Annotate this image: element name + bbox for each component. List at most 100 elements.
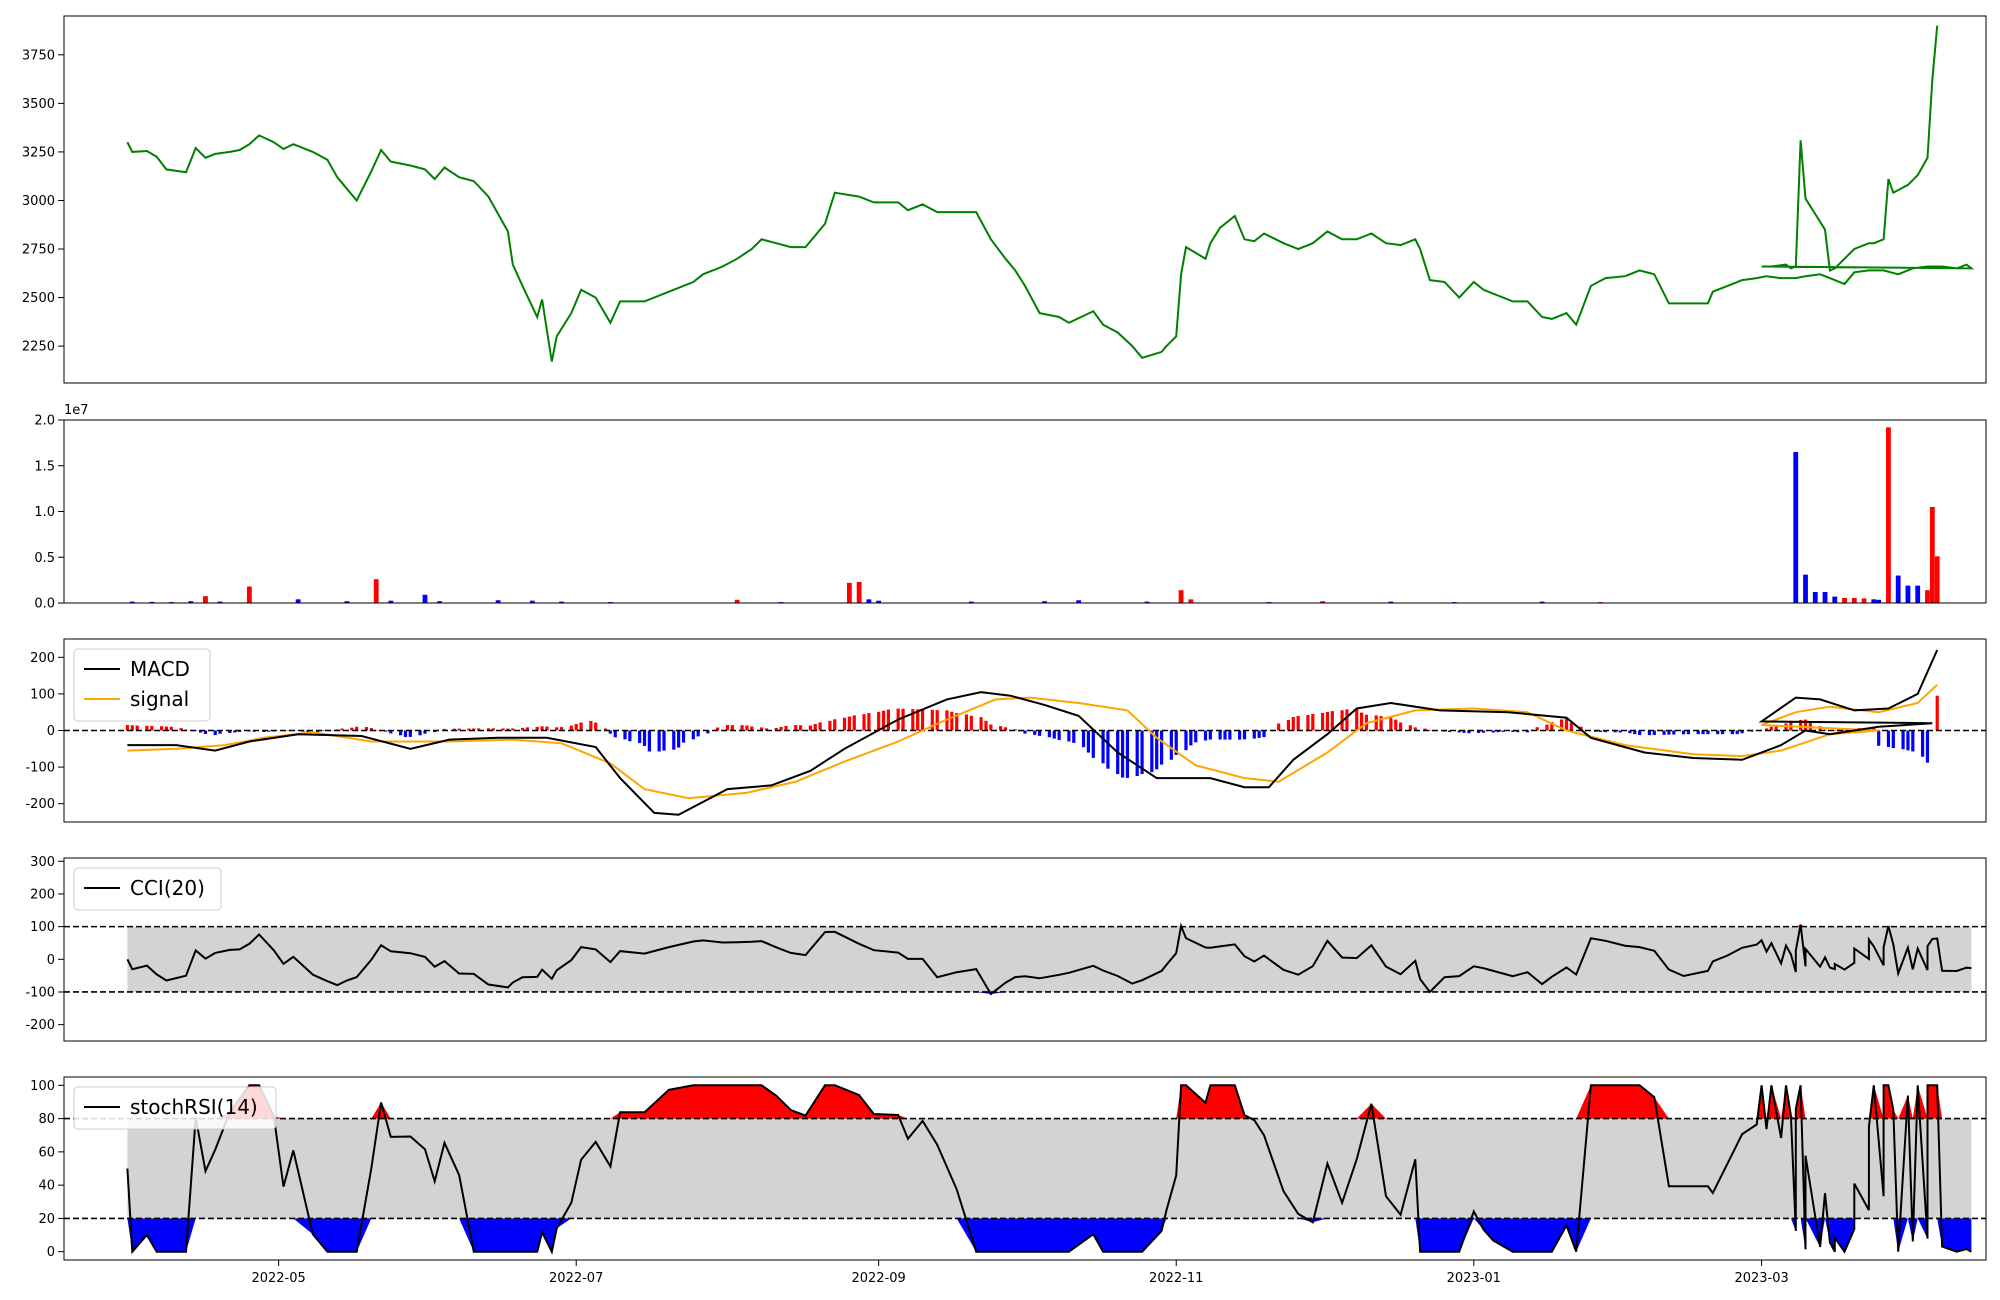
macd-hist-bar: [364, 727, 369, 731]
macd-hist-bar: [999, 726, 1003, 731]
macd-hist-bar: [203, 730, 208, 734]
macd-hist-bar: [1516, 730, 1520, 733]
macd-hist-bar: [1462, 730, 1466, 733]
price-ytick-label: 2500: [22, 291, 55, 306]
macd-hist-bar: [228, 730, 232, 733]
macd-hist-bar: [1720, 730, 1725, 735]
macd-hist-bar: [833, 719, 837, 731]
macd-hist-bar: [1911, 730, 1915, 752]
macd-hist-bar: [828, 720, 832, 731]
macd-hist-bar: [1891, 730, 1895, 749]
macd-hist-bar: [1447, 730, 1452, 732]
macd-hist-bar: [1218, 730, 1222, 740]
macd-hist-bar: [1559, 719, 1564, 731]
macd-hist-bar: [1823, 729, 1827, 731]
volume-bar: [1925, 590, 1930, 603]
macd-hist-bar: [1935, 695, 1939, 731]
stochrsi-legend-box: [73, 1086, 277, 1130]
volume-bar: [1812, 592, 1818, 603]
price-line: [126, 25, 1975, 362]
macd-hist-bar: [740, 725, 744, 731]
volume-bar: [246, 586, 252, 603]
macd-hist-bar: [1033, 730, 1037, 735]
macd-hist-bar: [1877, 730, 1881, 746]
macd-hist-bar: [1135, 730, 1139, 776]
macd-hist-bar: [1228, 730, 1232, 740]
x-tick-label: 2022-11: [1149, 1271, 1203, 1286]
macd-hist-bar: [1359, 712, 1364, 731]
volume-bar: [846, 582, 852, 603]
macd-hist-bar: [1423, 728, 1427, 731]
macd-hist-bar: [1081, 730, 1086, 748]
macd-hist-bar: [1545, 724, 1549, 731]
macd-hist-bar: [1535, 727, 1539, 731]
macd-hist-bar: [1706, 730, 1710, 735]
macd-hist-bar: [198, 730, 203, 733]
macd-hist-bar: [662, 730, 666, 751]
macd-hist-bar: [677, 730, 681, 748]
macd-hist-bar: [1872, 727, 1876, 731]
macd-hist-bar: [579, 722, 583, 731]
macd-hist-bar: [813, 723, 817, 731]
volume-ytick-label: 1.0: [34, 505, 55, 520]
macd-hist-bar: [1047, 730, 1051, 738]
macd-hist-bar: [457, 728, 461, 731]
macd-hist-bar: [1628, 730, 1632, 734]
macd-hist-bar: [969, 715, 973, 731]
macd-hist-bar: [467, 728, 471, 731]
macd-hist-bar: [540, 726, 544, 731]
macd-hist-bar: [408, 730, 412, 737]
macd-hist-bar: [1467, 730, 1471, 734]
volume-bar: [388, 600, 394, 603]
macd-hist-bar: [1428, 729, 1432, 731]
macd-hist-bar: [730, 725, 734, 731]
macd-legend-label: signal: [130, 687, 189, 711]
macd-hist-bar: [350, 727, 354, 731]
macd-ytick-label: -200: [25, 797, 55, 812]
macd-hist-bar: [672, 730, 676, 750]
macd-hist-bar: [911, 709, 915, 731]
stochrsi-line: [126, 1084, 1972, 1255]
macd-hist-bar: [1120, 730, 1125, 778]
macd-hist-bar: [1091, 730, 1095, 758]
macd-hist-bar: [1325, 711, 1330, 731]
macd-hist-bar: [423, 730, 427, 734]
macd-hist-bar: [1901, 730, 1905, 750]
macd-hist-bar: [594, 722, 598, 731]
macd-hist-bar: [1696, 730, 1700, 735]
macd-hist-bar: [1564, 718, 1569, 731]
macd-hist-bar: [901, 708, 905, 731]
volume-bar: [1832, 596, 1838, 603]
macd-hist-bar: [1125, 730, 1130, 778]
price-frame: [63, 15, 1987, 384]
macd-hist-bar: [852, 715, 856, 731]
macd-hist-bar: [1681, 730, 1686, 735]
macd-hist-bar: [535, 726, 539, 731]
volume-bar: [1320, 601, 1325, 603]
macd-hist-bar: [511, 728, 515, 731]
macd-hist-bar: [442, 728, 447, 731]
macd-hist-bar: [799, 725, 803, 731]
volume-bar: [344, 601, 350, 603]
stochrsi-ytick-label: 0: [47, 1245, 55, 1260]
volume-bar: [1822, 592, 1828, 603]
macd-hist-bar: [979, 717, 983, 731]
macd-hist-bar: [574, 724, 578, 731]
macd-hist-bar: [1057, 730, 1061, 741]
macd-hist-bar: [1638, 730, 1642, 736]
macd-hist-bar: [1389, 716, 1393, 731]
volume-ytick-label: 2.0: [34, 414, 55, 429]
volume-bar: [1934, 556, 1940, 603]
volume-bar: [1144, 601, 1150, 603]
macd-hist-bar: [623, 730, 627, 740]
x-tick-label: 2022-09: [851, 1271, 905, 1286]
macd-hist-bar: [1052, 730, 1056, 739]
macd-hist-bar: [233, 730, 237, 733]
macd-hist-bar: [1496, 730, 1500, 733]
volume-frame: [63, 419, 1987, 604]
cci-legend-box: [73, 867, 222, 911]
macd-hist-bar: [603, 728, 608, 731]
macd-hist-bar: [1296, 716, 1300, 731]
stochrsi-panel: 0 20 40 60 80 100 stochRSI(14): [30, 1076, 1987, 1261]
